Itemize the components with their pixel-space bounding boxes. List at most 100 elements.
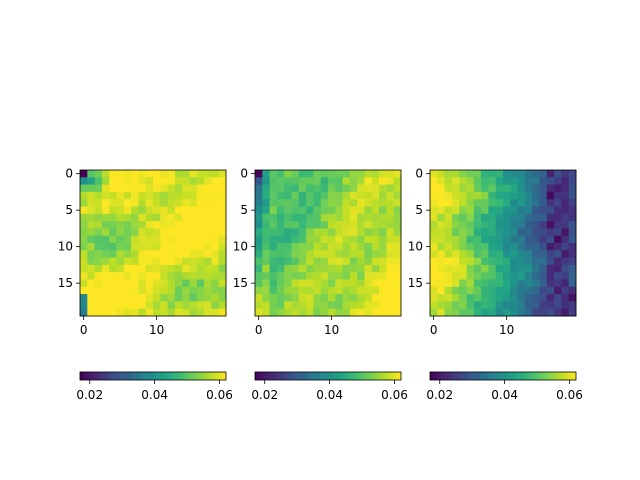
heatmap-cell [481,294,489,302]
heatmap-cell [444,257,453,266]
heatmap-cell [546,243,555,251]
heatmap-cell [437,228,445,237]
heatmap-cell [153,199,161,207]
heatmap-cell [131,184,139,193]
heatmap-cell [328,264,336,273]
heatmap-cell [269,301,278,310]
heatmap-cell [255,213,263,222]
heatmap-cell [255,191,263,200]
heatmap-cell [532,199,540,207]
heatmap-cell [262,177,270,185]
heatmap-cell [145,308,154,317]
heatmap-cell [386,184,395,193]
heatmap-cell [313,213,322,222]
heatmap-cell [371,206,380,215]
heatmap-cell [568,257,577,266]
heatmap-cell [335,308,343,317]
heatmap-cell [371,235,380,244]
heatmap-cell [196,228,205,237]
heatmap-cell [182,272,190,280]
heatmap-cell [153,191,161,200]
heatmap-cell [131,228,139,237]
heatmap-cell [430,272,438,280]
heatmap-cell [561,184,570,193]
heatmap-cell [430,294,438,302]
heatmap-cell [284,279,292,288]
heatmap-cell [459,250,467,258]
heatmap-cell [276,250,285,258]
heatmap-cell [153,177,161,185]
heatmap-cell [80,250,88,258]
heatmap-cell [437,170,445,178]
heatmap-cell [430,213,438,222]
heatmap-cell [546,308,555,317]
heatmap-cell [174,264,183,273]
heatmap-cell [437,206,445,215]
heatmap-cell [204,250,212,258]
heatmap-cell [291,221,300,229]
heatmap-cell [488,301,497,310]
heatmap-cell [116,177,125,185]
heatmap-cell [182,264,190,273]
heatmap-cell [379,184,387,193]
heatmap-cell [546,264,555,273]
heatmap-cell [539,206,548,215]
heatmap-cell [101,170,110,178]
heatmap-cell [539,221,548,229]
heatmap-cell [481,250,489,258]
heatmap-cell [131,235,139,244]
heatmap-cell [123,213,132,222]
heatmap-cell [328,191,336,200]
heatmap-cell [335,243,343,251]
heatmap-cell [262,235,270,244]
heatmap-cell [554,257,562,266]
heatmap-cell [196,206,205,215]
heatmap-cell [320,264,329,273]
heatmap-cell [568,308,577,317]
heatmap-cell [488,264,497,273]
heatmap-cell [160,308,168,317]
heatmap-cell [328,170,336,178]
heatmap-cell [116,228,125,237]
heatmap-cell [379,294,387,302]
heatmap-cell [371,279,380,288]
heatmap-cell [94,235,103,244]
heatmap-cell [276,177,285,185]
heatmap-cell [328,250,336,258]
heatmap-cell [269,184,278,193]
heatmap-cell [371,221,380,229]
heatmap-cell [328,206,336,215]
heatmap-cell [328,308,336,317]
heatmap-cell [204,213,212,222]
heatmap-cell [101,301,110,310]
heatmap-cell [510,177,518,185]
heatmap-cell [80,243,88,251]
heatmap-cell [153,213,161,222]
heatmap-cell [109,294,117,302]
heatmap-cell [182,243,190,251]
heatmap-cell [218,221,227,229]
heatmap-cell [335,264,343,273]
heatmap-cell [306,221,314,229]
heatmap-cell [211,191,220,200]
heatmap-cell [138,191,147,200]
heatmap-cell [145,228,154,237]
heatmap-cell [539,191,548,200]
heatmap-cell [116,279,125,288]
heatmap-cell [160,177,168,185]
heatmap-cell [109,206,117,215]
heatmap-cell [160,191,168,200]
heatmap-cell [546,191,555,200]
heatmap-cell [116,257,125,266]
heatmap-cell [298,264,307,273]
heatmap-cell [546,301,555,310]
heatmap-cell [313,199,322,207]
heatmap-cell [87,286,95,295]
heatmap-cell [444,191,453,200]
heatmap-cell [568,243,577,251]
heatmap-panel-3: 0 10 0 5 10 15 0.02 0.04 0.06 [408,167,583,402]
heatmap-cell [393,308,402,317]
heatmap-cell [488,279,497,288]
heatmap-cell [255,221,263,229]
